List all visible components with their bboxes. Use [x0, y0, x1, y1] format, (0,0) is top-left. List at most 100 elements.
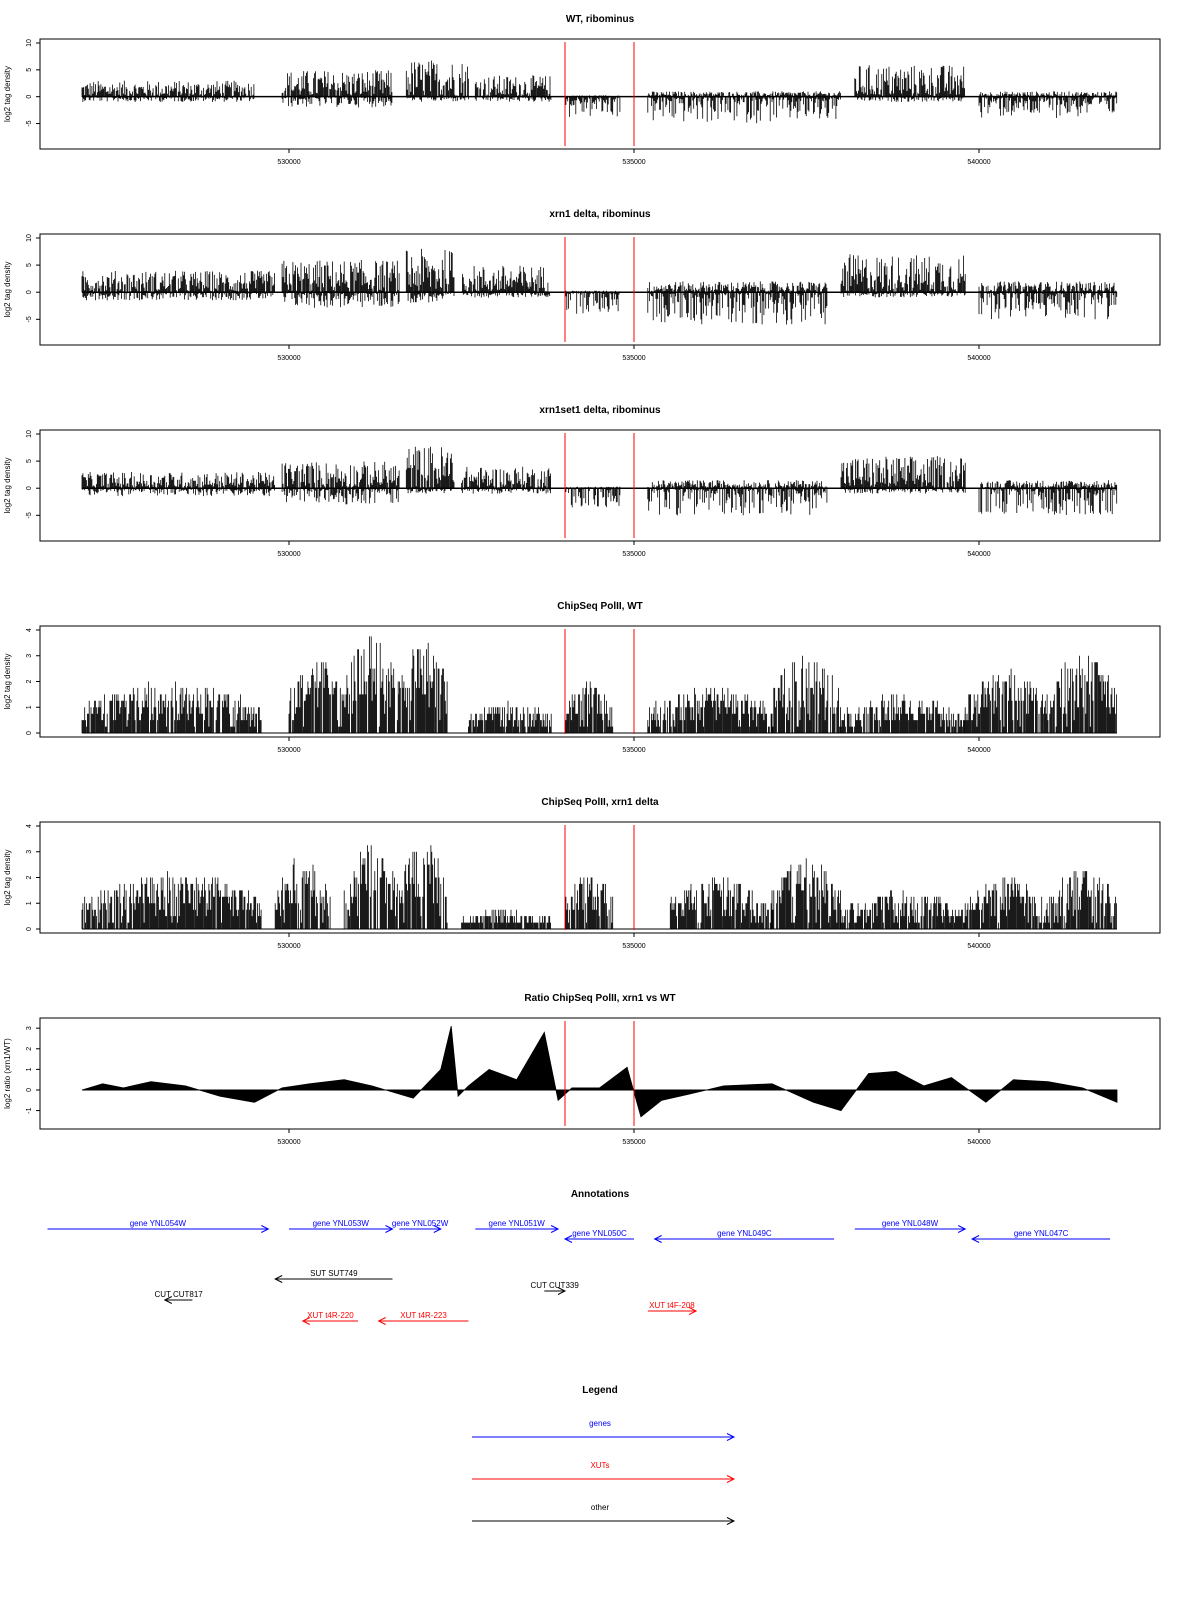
density-bars-3 — [405, 446, 455, 494]
density-bars-6 — [647, 480, 828, 516]
x-tick-label: 530000 — [277, 551, 300, 558]
legend-label: XUTs — [590, 1461, 609, 1470]
y-tick-label: 0 — [26, 290, 33, 294]
x-tick-label: 540000 — [967, 159, 990, 166]
x-tick-label: 535000 — [622, 943, 645, 950]
legend-label: other — [591, 1503, 610, 1512]
x-tick-label: 540000 — [967, 747, 990, 754]
density-bars-5 — [564, 290, 621, 314]
annotation-arrow-head — [688, 1307, 698, 1315]
density-bars-2 — [288, 662, 345, 733]
y-tick-label: 1 — [26, 1067, 33, 1071]
x-tick-label: 540000 — [967, 943, 990, 950]
y-axis-label: log2 tag density — [3, 66, 12, 122]
annotation-label: gene YNL048W — [882, 1219, 939, 1228]
chart-panel-4: ChipSeq PolII, WT 4 3 2 1 0 log2 tag density 53… — [3, 601, 1161, 754]
y-tick-label: -5 — [26, 512, 33, 518]
plot-frame — [39, 233, 1161, 346]
density-bars-6 — [565, 681, 614, 733]
x-tick-label: 530000 — [277, 747, 300, 754]
annotation-arrow-head — [957, 1225, 967, 1233]
y-tick-label: -5 — [26, 120, 33, 126]
y-tick-label: 2 — [26, 679, 33, 683]
annotation-label: XUT t4F-208 — [649, 1301, 695, 1310]
annotation-arrow-head — [385, 1225, 394, 1233]
x-tick-label: 530000 — [277, 1139, 300, 1146]
density-bars-11 — [1047, 655, 1117, 733]
y-axis-label: log2 tag density — [3, 261, 12, 317]
x-tick-label: 530000 — [277, 159, 300, 166]
density-bars-7 — [669, 877, 773, 929]
density-bars-9 — [840, 694, 966, 733]
density-bars-1 — [81, 472, 275, 497]
annotation-arrow-head — [550, 1225, 560, 1233]
density-bars-4 — [461, 466, 551, 494]
chart-panel-3: xrn1set1 delta, ribominus 10 5 0 -5 log2 tag … — [3, 405, 1161, 558]
annotation-xut-14: XUT t4R-223 — [377, 1311, 469, 1325]
annotations-panel: Annotations gene YNL054W gene YNL053W gene … — [47, 1189, 1111, 1325]
legend-arrow-head — [726, 1433, 736, 1441]
chart-panel-6: Ratio ChipSeq PolII, xrn1 vs WT 3 2 1 0 -1 log… — [3, 993, 1161, 1146]
density-bars-7 — [840, 254, 966, 298]
legend-label: genes — [589, 1419, 611, 1428]
annotation-label: gene YNL050C — [572, 1229, 627, 1238]
density-bars-4 — [399, 845, 448, 929]
x-tick-label: 540000 — [967, 551, 990, 558]
y-tick-label: 2 — [26, 875, 33, 879]
plot-frame — [39, 38, 1161, 150]
y-tick-label: 3 — [26, 1026, 33, 1030]
y-tick-label: 5 — [26, 459, 33, 463]
legend-arrow-head — [726, 1475, 736, 1483]
density-bars-2 — [281, 70, 393, 108]
annotation-arrow-head — [377, 1317, 386, 1325]
annotation-arrow-head — [274, 1275, 283, 1283]
y-tick-label: 0 — [26, 731, 33, 735]
annotation-arrow-head — [301, 1317, 311, 1325]
y-tick-label: 10 — [26, 39, 33, 47]
annotation-arrow-head — [433, 1225, 442, 1233]
annotation-arrow-head — [261, 1225, 270, 1233]
density-bars-2 — [274, 858, 331, 929]
y-tick-label: 5 — [26, 68, 33, 72]
density-bars-10 — [964, 668, 1048, 733]
y-tick-label: 2 — [26, 1047, 33, 1051]
y-tick-label: 0 — [26, 1088, 33, 1092]
annotation-gene-6: gene YNL049C — [653, 1229, 835, 1243]
annotation-label: SUT SUT749 — [310, 1269, 358, 1278]
density-bars-1 — [81, 681, 262, 733]
density-bars-2 — [281, 461, 400, 505]
y-tick-label: 0 — [26, 95, 33, 99]
annotation-gene-7: gene YNL048W — [854, 1219, 967, 1233]
density-bars-5 — [468, 700, 552, 733]
panel-title: xrn1 delta, ribominus — [549, 209, 651, 220]
density-bars-1 — [81, 871, 262, 929]
annotation-label: XUT t4R-223 — [400, 1311, 447, 1320]
density-bars-3 — [405, 248, 455, 303]
x-tick-label: 540000 — [967, 355, 990, 362]
x-tick-label: 535000 — [622, 159, 645, 166]
annotation-other-11: CUT CUT817 — [154, 1290, 203, 1304]
y-tick-label: 10 — [26, 234, 33, 242]
legend-title: Legend — [582, 1385, 618, 1396]
annotation-other-9: SUT SUT749 — [274, 1269, 393, 1283]
chart-panel-1: WT, ribominus 10 5 0 -5 log2 tag density 53000… — [3, 14, 1161, 166]
annotations-title: Annotations — [571, 1189, 630, 1200]
density-bars-3 — [343, 845, 398, 929]
annotation-label: gene YNL047C — [1014, 1229, 1069, 1238]
density-bars-7 — [647, 687, 773, 733]
density-bars-4 — [474, 75, 552, 102]
annotation-arrow-head — [563, 1235, 573, 1243]
annotation-label: CUT CUT817 — [154, 1290, 203, 1299]
y-tick-label: 1 — [26, 705, 33, 709]
annotation-label: gene YNL052W — [392, 1219, 449, 1228]
annotation-label: gene YNL054W — [130, 1219, 187, 1228]
annotation-xut-13: XUT t4R-220 — [301, 1311, 358, 1325]
legend-item-other: other — [472, 1503, 736, 1525]
annotation-gene-3: gene YNL052W — [392, 1219, 449, 1233]
legend-panel: Legend genes XUTs other — [472, 1385, 736, 1525]
x-tick-label: 530000 — [277, 943, 300, 950]
annotation-gene-8: gene YNL047C — [970, 1229, 1111, 1243]
density-bars-5 — [461, 909, 551, 929]
density-bars-11 — [1047, 871, 1117, 929]
